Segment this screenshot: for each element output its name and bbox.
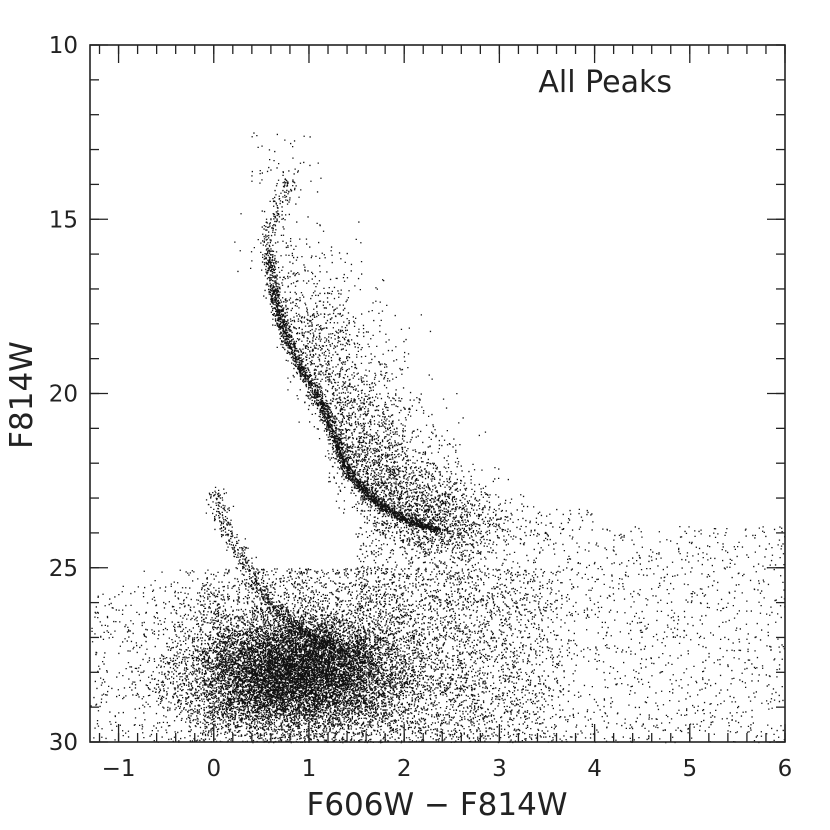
y-tick-label: 15	[49, 207, 78, 233]
x-tick-label: −1	[102, 756, 136, 782]
y-tick-label: 20	[49, 382, 78, 408]
x-tick-label: 3	[492, 756, 507, 782]
x-axis-title: F606W − F814W	[307, 787, 568, 823]
x-tick-label: 4	[587, 756, 602, 782]
scatter-points	[90, 132, 786, 744]
x-tick-label: 6	[778, 756, 793, 782]
y-tick-label: 25	[49, 556, 78, 582]
y-tick-label: 10	[49, 33, 78, 59]
y-axis-title: F814W	[4, 341, 40, 449]
x-tick-label: 0	[206, 756, 221, 782]
axis-ticks: −1 0 1 2 3 4 5 6 10 15 20 25 30	[49, 33, 793, 782]
chart-annotation: All Peaks	[538, 65, 672, 100]
x-tick-label: 5	[682, 756, 697, 782]
x-tick-label: 1	[302, 756, 317, 782]
y-tick-label: 30	[49, 730, 78, 756]
x-tick-label: 2	[397, 756, 412, 782]
scatter-point-cloud	[90, 132, 786, 744]
plot-frame	[89, 44, 786, 743]
